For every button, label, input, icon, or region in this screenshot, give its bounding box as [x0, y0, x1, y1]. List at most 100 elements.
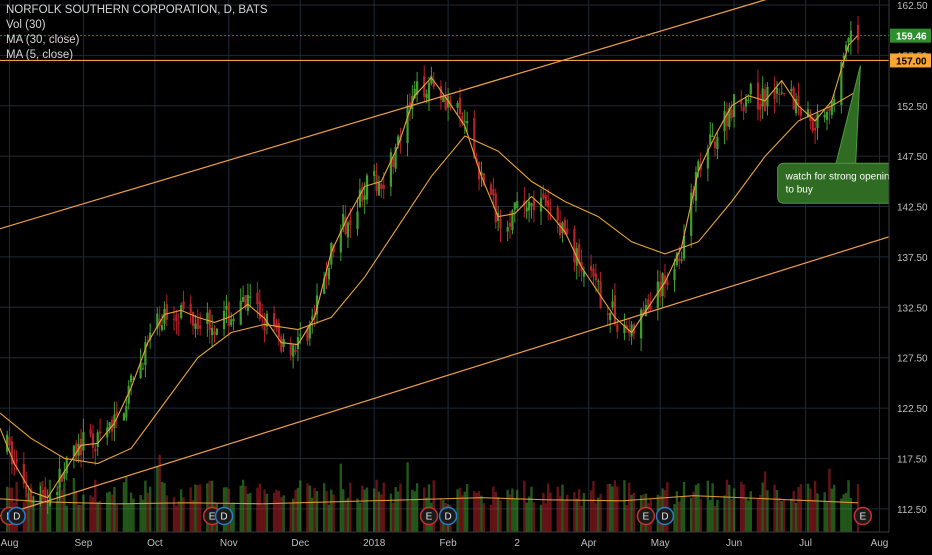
candle-body	[344, 216, 347, 235]
volume-bar	[60, 489, 64, 532]
candle-body	[346, 222, 350, 238]
candle-body	[730, 109, 733, 119]
volume-bar	[144, 480, 147, 532]
candle-body	[423, 76, 426, 98]
x-tick-label: Dec	[291, 538, 309, 549]
candle-body	[222, 310, 226, 330]
candle-body	[175, 314, 178, 322]
candle-body	[60, 474, 64, 482]
candle-body	[139, 362, 142, 379]
volume-bar	[277, 490, 281, 532]
volume-bar	[496, 496, 500, 532]
last-price-tag[interactable]	[890, 28, 931, 43]
dividend-badge[interactable]	[655, 506, 675, 526]
volume-bar	[82, 494, 85, 532]
volume-bar	[146, 492, 149, 532]
trendline-lower-channel[interactable]	[0, 236, 890, 517]
legend-vol[interactable]: Vol (30)	[6, 19, 46, 31]
candle-body	[113, 414, 116, 429]
volume-bar	[492, 486, 495, 532]
volume-bar	[58, 485, 61, 532]
volume-bar	[778, 497, 781, 532]
volume-bar	[742, 484, 745, 532]
volume-bar	[182, 497, 185, 532]
candle-body	[547, 200, 550, 208]
volume-bar	[41, 492, 45, 532]
volume-bar	[232, 502, 235, 532]
volume-bar	[797, 486, 800, 532]
candle-body	[146, 340, 149, 342]
x-tick-label: 2018	[363, 538, 386, 549]
volume-bar	[265, 493, 269, 532]
event-badges[interactable]: EDEDEDEDE	[0, 506, 873, 526]
candle-body	[573, 228, 576, 263]
volume-bar	[697, 483, 700, 532]
volume-bar	[573, 492, 576, 532]
candle-body	[342, 214, 345, 227]
candle-body	[656, 281, 659, 308]
candle-body	[723, 111, 726, 132]
volume-bar	[675, 491, 679, 532]
candle-body	[125, 405, 128, 418]
series-vol-30-	[0, 495, 859, 505]
earnings-badge[interactable]	[419, 506, 439, 526]
candle-body	[728, 108, 731, 127]
volume-bar	[728, 484, 731, 532]
volume-bar	[239, 485, 242, 532]
volume-bar	[730, 499, 733, 532]
dividend-badge[interactable]	[7, 506, 26, 526]
earnings-badge-label: E	[859, 512, 866, 523]
candle-body	[208, 309, 211, 331]
candle-body	[141, 368, 145, 370]
candle-body	[711, 136, 714, 138]
volume-bar	[208, 480, 211, 532]
candle-body	[592, 268, 595, 277]
candle-body	[759, 104, 762, 110]
volume-bar	[542, 492, 545, 532]
earnings-badge[interactable]	[853, 506, 873, 526]
candle-body	[432, 81, 435, 87]
candle-body	[606, 313, 609, 315]
volume-bar	[592, 481, 595, 532]
level-price-tag[interactable]	[890, 53, 931, 68]
candle-body	[246, 294, 249, 311]
symbol-title[interactable]: NORFOLK SOUTHERN CORPORATION, D, BATS	[6, 4, 268, 16]
dividend-badge[interactable]	[214, 506, 234, 526]
volume-bar	[258, 483, 261, 532]
earnings-badge[interactable]	[636, 506, 656, 526]
volume-bar	[611, 486, 614, 532]
volume-bar	[709, 500, 712, 532]
candle-body	[327, 268, 331, 280]
volume-bar	[110, 494, 114, 532]
legend-ma5[interactable]: MA (5, close)	[6, 49, 74, 61]
candle-body	[756, 82, 760, 110]
volume-bar	[816, 493, 819, 532]
volume-bar	[782, 499, 786, 532]
candle-body	[844, 45, 848, 51]
legend-ma30[interactable]: MA (30, close)	[6, 34, 80, 46]
volume-bar	[322, 483, 326, 532]
candle-body	[511, 210, 514, 231]
candle-body	[625, 325, 628, 329]
candle-body	[582, 271, 586, 277]
candle-body	[215, 328, 218, 335]
candle-body	[22, 464, 25, 484]
candle-body	[780, 92, 783, 94]
candle-body	[830, 101, 833, 116]
candle-body	[56, 492, 59, 495]
volume-bar	[396, 491, 400, 532]
candle-body	[561, 222, 564, 233]
volume-bar	[589, 490, 593, 532]
candle-body	[427, 82, 431, 100]
volume-bar	[32, 496, 35, 532]
volume-bar	[513, 499, 517, 532]
candle-body	[649, 305, 652, 310]
volume-bar	[608, 483, 612, 532]
dividend-badge[interactable]	[438, 506, 458, 526]
candle-body	[356, 211, 359, 229]
candle-body	[377, 182, 381, 196]
volume-bar	[361, 485, 364, 532]
candle-body	[814, 127, 817, 131]
